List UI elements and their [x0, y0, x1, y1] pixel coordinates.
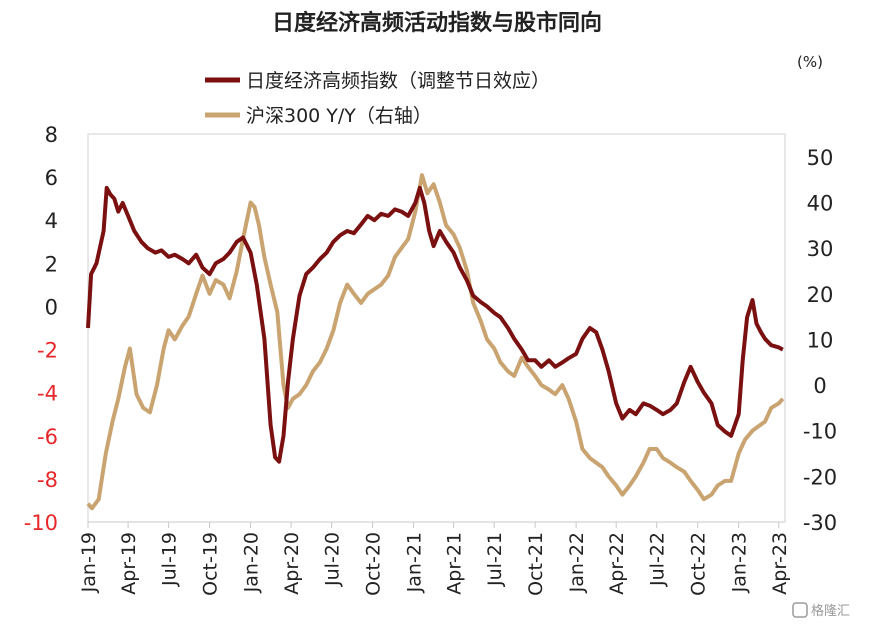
- right-axis-ticks: 50 40 30 20 10 0 -10 -20 -30: [803, 146, 837, 535]
- x-tick-label: Jan-20: [241, 532, 263, 593]
- x-tick-label: Jan-19: [78, 532, 100, 593]
- x-tick-label: Apr-19: [118, 532, 140, 595]
- left-tick-label: 6: [45, 166, 58, 190]
- left-tick-label: 8: [45, 123, 58, 147]
- x-tick-label: Jul-22: [647, 532, 669, 587]
- x-tick-label: Jan-23: [729, 532, 751, 593]
- left-tick-label: -2: [37, 339, 58, 363]
- x-axis-ticks: Jan-19 Apr-19 Jul-19 Oct-19 Jan-20 Apr-20 Jul-…: [78, 522, 791, 596]
- x-tick-label: Apr-20: [281, 532, 303, 595]
- right-tick-label: 0: [813, 374, 826, 398]
- x-tick-label: Jan-21: [404, 532, 426, 593]
- left-tick-label: -6: [37, 425, 58, 449]
- x-tick-label: Jul-21: [484, 532, 506, 587]
- x-tick-label: Apr-22: [606, 532, 628, 595]
- left-tick-label: -10: [24, 511, 58, 535]
- left-tick-label: -8: [37, 468, 58, 492]
- right-tick-label: 10: [807, 328, 834, 352]
- left-tick-label: 0: [45, 295, 58, 319]
- right-axis-unit: (%): [797, 53, 823, 71]
- x-tick-label: Oct-21: [525, 532, 547, 596]
- series-line-1: [86, 185, 784, 464]
- x-tick-label: Oct-20: [363, 532, 385, 596]
- x-tick-label: Apr-23: [769, 532, 791, 595]
- watermark-logo-icon: [792, 602, 808, 618]
- left-axis-ticks: 8 6 4 2 0 -2 -4 -6 -8 -10: [24, 123, 58, 535]
- x-tick-label: Oct-22: [688, 532, 710, 596]
- series-line-2: [86, 173, 785, 511]
- left-tick-label: 2: [45, 252, 58, 276]
- right-tick-label: -10: [803, 420, 837, 444]
- x-tick-label: Jul-19: [159, 532, 181, 587]
- left-tick-label: 4: [45, 209, 58, 233]
- legend-label-series-2: 沪深300 Y/Y（右轴）: [246, 105, 432, 127]
- right-tick-label: 40: [807, 191, 834, 215]
- right-tick-label: 20: [807, 283, 834, 307]
- series-layer: [86, 173, 785, 511]
- watermark-text: 格隆汇: [811, 603, 850, 619]
- right-tick-label: 30: [807, 237, 834, 261]
- legend-label-series-1: 日度经济高频指数（调整节日效应）: [246, 70, 550, 92]
- legend: 日度经济高频指数（调整节日效应） 沪深300 Y/Y（右轴）: [205, 70, 550, 127]
- watermark: 格隆汇: [792, 602, 850, 619]
- chart-title: 日度经济高频活动指数与股市同向: [272, 10, 602, 36]
- right-tick-label: 50: [807, 146, 834, 170]
- x-tick-label: Jul-20: [322, 532, 344, 587]
- right-tick-label: -30: [803, 511, 837, 535]
- right-tick-label: -20: [803, 465, 837, 489]
- left-tick-label: -4: [37, 382, 58, 406]
- x-tick-label: Apr-21: [444, 532, 466, 595]
- x-tick-label: Oct-19: [200, 532, 222, 596]
- x-tick-label: Jan-22: [566, 532, 588, 593]
